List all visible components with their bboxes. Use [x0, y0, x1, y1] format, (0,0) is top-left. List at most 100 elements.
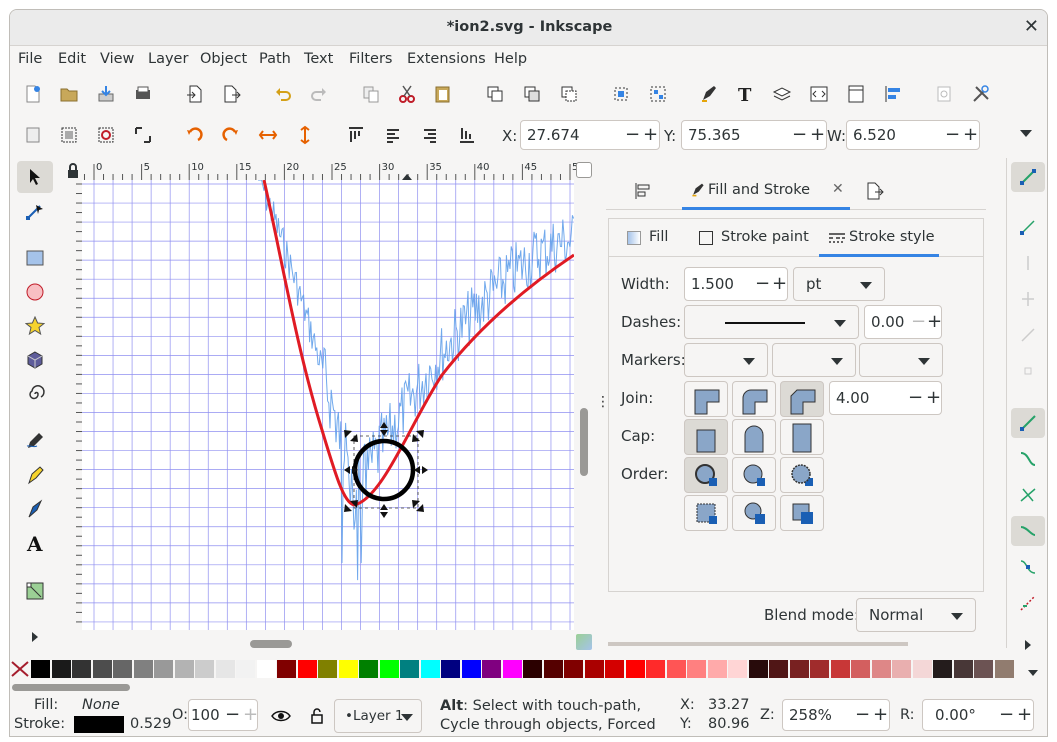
dash-offset-field[interactable]: 0.00 − +	[864, 305, 942, 339]
miter-limit-increment[interactable]: +	[926, 387, 942, 408]
color-swatch[interactable]	[912, 660, 932, 678]
export-tab-icon[interactable]	[862, 178, 888, 204]
color-swatch[interactable]	[851, 660, 870, 678]
import-icon[interactable]	[93, 81, 119, 107]
color-swatch[interactable]	[256, 660, 276, 678]
menu-view[interactable]: View	[100, 51, 135, 67]
layer-select[interactable]: •Layer 1	[334, 699, 422, 733]
toolbar-overflow-icon[interactable]	[1020, 130, 1032, 137]
align-tab-icon[interactable]	[630, 178, 656, 204]
paste-icon[interactable]	[430, 81, 456, 107]
menu-filters[interactable]: Filters	[349, 51, 393, 67]
order-fill-stroke-markers-button[interactable]	[684, 457, 728, 493]
snap-intersection-icon[interactable]	[1015, 482, 1041, 508]
menu-file[interactable]: File	[18, 51, 43, 67]
import-file-icon[interactable]	[182, 81, 208, 107]
menu-help[interactable]: Help	[494, 51, 528, 67]
snap-guide-icon[interactable]	[1015, 590, 1041, 616]
deselect-icon[interactable]	[93, 122, 119, 148]
order-stroke-fill-markers-button[interactable]	[732, 457, 776, 493]
snap-enable-icon[interactable]	[1015, 164, 1041, 190]
print-icon[interactable]	[130, 81, 156, 107]
miter-limit-field[interactable]: 4.00 − +	[829, 381, 942, 415]
cut-icon[interactable]	[394, 81, 420, 107]
ellipse-tool-icon[interactable]	[22, 279, 48, 305]
text-font-icon[interactable]: T	[732, 81, 758, 107]
color-swatch[interactable]	[461, 660, 481, 678]
color-swatch[interactable]	[523, 660, 542, 678]
spiral-tool-icon[interactable]	[22, 381, 48, 407]
menu-text[interactable]: Text	[304, 51, 334, 67]
rotation-field[interactable]: 0.00° − +	[922, 699, 1034, 731]
menu-object[interactable]: Object	[200, 51, 248, 67]
close-window-icon[interactable]: ✕	[1023, 16, 1039, 37]
order-fill-markers-stroke-button[interactable]	[684, 495, 728, 531]
y-field[interactable]: 75.365 − +	[681, 120, 827, 150]
square-cap-button[interactable]	[780, 419, 824, 455]
horizontal-scrollbar-thumb[interactable]	[250, 640, 292, 648]
bevel-join-button[interactable]	[780, 381, 824, 417]
menu-extensions[interactable]: Extensions	[407, 51, 486, 67]
lock-guides-icon[interactable]	[64, 162, 82, 180]
scale-handles[interactable]	[344, 422, 428, 518]
select-all-icon[interactable]	[20, 122, 46, 148]
color-swatch[interactable]	[666, 660, 686, 678]
color-swatch[interactable]	[72, 660, 91, 678]
order-markers-stroke-fill-button[interactable]	[780, 495, 824, 531]
color-swatch[interactable]	[92, 660, 112, 678]
color-swatch[interactable]	[277, 660, 296, 678]
stroke-width-status[interactable]: 0.529	[130, 716, 172, 732]
y-decrement-button[interactable]: −	[792, 124, 808, 145]
rectangle-tool-icon[interactable]	[22, 245, 48, 271]
panel-resize-handle[interactable]: ⋮	[596, 394, 610, 410]
lower-to-bottom-icon[interactable]	[454, 122, 480, 148]
node-tool-icon[interactable]	[22, 198, 48, 224]
subtab-stroke-style[interactable]: Stroke style	[819, 219, 939, 257]
miter-join-button[interactable]	[684, 381, 728, 417]
toolbox-expand-icon[interactable]	[32, 632, 38, 642]
star-tool-icon[interactable]	[22, 313, 48, 339]
zoom-field[interactable]: 258% − +	[782, 699, 890, 731]
document-properties-icon[interactable]	[843, 81, 869, 107]
stroke-width-increment[interactable]: +	[772, 273, 788, 294]
color-swatch[interactable]	[584, 660, 604, 678]
eye-icon[interactable]	[268, 703, 294, 729]
align-distribute-icon[interactable]	[880, 81, 906, 107]
noisy-data-path[interactable]	[257, 180, 574, 581]
rotate-cw-icon[interactable]	[218, 122, 244, 148]
color-swatch[interactable]	[728, 660, 747, 678]
color-swatch[interactable]	[113, 660, 132, 678]
palette-menu-icon[interactable]	[1028, 670, 1038, 676]
color-swatch[interactable]	[605, 660, 624, 678]
order-markers-fill-stroke-button[interactable]	[780, 457, 824, 493]
butt-cap-button[interactable]	[684, 419, 728, 455]
color-swatch[interactable]	[379, 660, 399, 678]
open-icon[interactable]	[56, 81, 82, 107]
color-swatch[interactable]	[564, 660, 583, 678]
color-swatch[interactable]	[400, 660, 419, 678]
raise-icon[interactable]	[380, 122, 406, 148]
color-swatch[interactable]	[769, 660, 788, 678]
stroke-width-field[interactable]: 1.500 − +	[684, 267, 788, 301]
snap-bbox-edge-icon[interactable]	[1015, 250, 1041, 276]
subtab-stroke-paint[interactable]: Stroke paint	[699, 228, 811, 250]
fitted-curve-path[interactable]	[262, 180, 574, 507]
fill-stroke-icon[interactable]	[696, 81, 722, 107]
clone-icon[interactable]	[519, 81, 545, 107]
color-swatch[interactable]	[892, 660, 911, 678]
color-swatch[interactable]	[994, 660, 1014, 678]
stroke-width-decrement[interactable]: −	[755, 273, 771, 294]
color-swatch[interactable]	[646, 660, 665, 678]
menu-layer[interactable]: Layer	[148, 51, 189, 67]
color-swatch[interactable]	[359, 660, 378, 678]
color-swatch[interactable]	[441, 660, 460, 678]
new-document-icon[interactable]	[20, 81, 46, 107]
color-swatch[interactable]	[51, 660, 71, 678]
snap-bbox-corner-icon[interactable]	[1015, 286, 1041, 312]
snap-bbox-center-icon[interactable]	[1015, 358, 1041, 384]
color-swatch[interactable]	[154, 660, 173, 678]
color-swatch[interactable]	[31, 660, 50, 678]
snap-bbox-icon[interactable]	[1015, 214, 1041, 240]
fill-value[interactable]: None	[82, 697, 120, 713]
zoom-corner-icon[interactable]	[576, 162, 592, 178]
